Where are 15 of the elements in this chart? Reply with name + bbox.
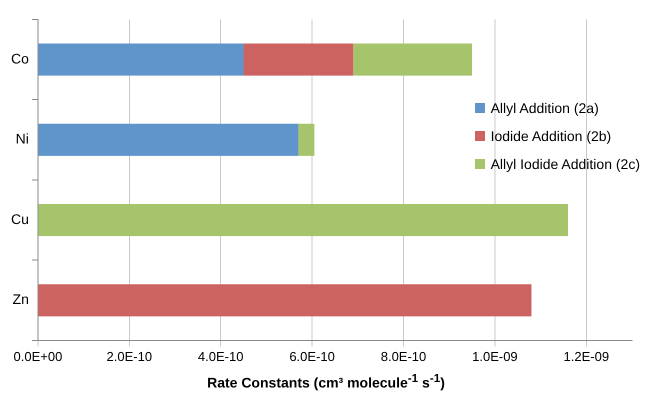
y-tick-label: Ni — [16, 130, 29, 147]
legend-label: Allyl Iodide Addition (2c) — [490, 156, 640, 172]
y-tick-label: Co — [10, 50, 30, 66]
x-tick-label: 6.0E-10 — [289, 348, 335, 364]
legend-label: Iodide Addition (2b) — [490, 128, 612, 144]
x-tick-label: 4.0E-10 — [198, 348, 244, 364]
y-tick-label: Zn — [12, 291, 29, 308]
x-axis-title: Rate Constants (cm³ molecule$^{-1}$ s$^{-1}$) — [206, 372, 446, 391]
x-tick-label: 1.0E-09 — [472, 348, 518, 364]
x-tick-label: 2.0E-10 — [106, 348, 152, 364]
legend-label: Allyl Addition (2a) — [490, 100, 599, 116]
x-tick-label: 0.0E+00 — [14, 348, 62, 364]
x-tick-label: 1.2E-09 — [564, 348, 610, 364]
y-tick-label: Cu — [10, 210, 29, 227]
x-tick-label: 8.0E-10 — [380, 348, 426, 364]
